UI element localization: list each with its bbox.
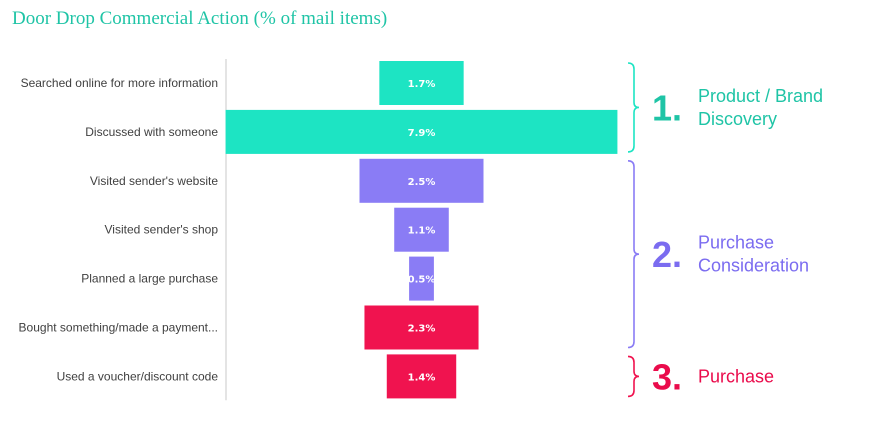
bar-7 — [386, 354, 457, 399]
bar-6 — [364, 305, 479, 350]
stage-3-bracket — [627, 355, 640, 398]
category-label: Visited sender's website — [90, 174, 218, 188]
stage-1-bracket — [627, 62, 640, 153]
data-label: 1.7% — [408, 79, 436, 90]
category-label: Discussed with someone — [85, 125, 218, 139]
category-label: Searched online for more information — [21, 76, 218, 90]
stage-3-number: 3. — [652, 356, 682, 397]
category-label: Used a voucher/discount code — [57, 369, 219, 383]
stage-2-label: Consideration — [698, 256, 809, 276]
stage-1-label: Product / Brand — [698, 86, 823, 106]
stage-1-label: Discovery — [698, 109, 777, 129]
bar-3 — [359, 158, 484, 203]
chart-title: Door Drop Commercial Action (% of mail i… — [12, 8, 388, 29]
category-label: Bought something/made a payment... — [19, 321, 218, 335]
data-label: 1.1% — [408, 226, 436, 237]
data-label: 0.5% — [408, 275, 436, 286]
stage-2-number: 2. — [652, 234, 682, 275]
bar-1 — [379, 61, 464, 105]
stage-2-label: Purchase — [698, 233, 774, 253]
stage-2-bracket — [627, 160, 640, 349]
stage-3-label: Purchase — [698, 366, 774, 386]
bar-4 — [394, 207, 449, 252]
bar-5 — [409, 256, 434, 301]
bar-2 — [225, 109, 618, 154]
stage-1-number: 1. — [652, 87, 682, 128]
data-label: 1.4% — [408, 372, 436, 383]
data-label: 7.9% — [408, 128, 436, 139]
category-label: Planned a large purchase — [81, 272, 218, 286]
data-label: 2.5% — [408, 177, 436, 188]
data-label: 2.3% — [408, 324, 436, 335]
category-label: Visited sender's shop — [105, 223, 219, 237]
